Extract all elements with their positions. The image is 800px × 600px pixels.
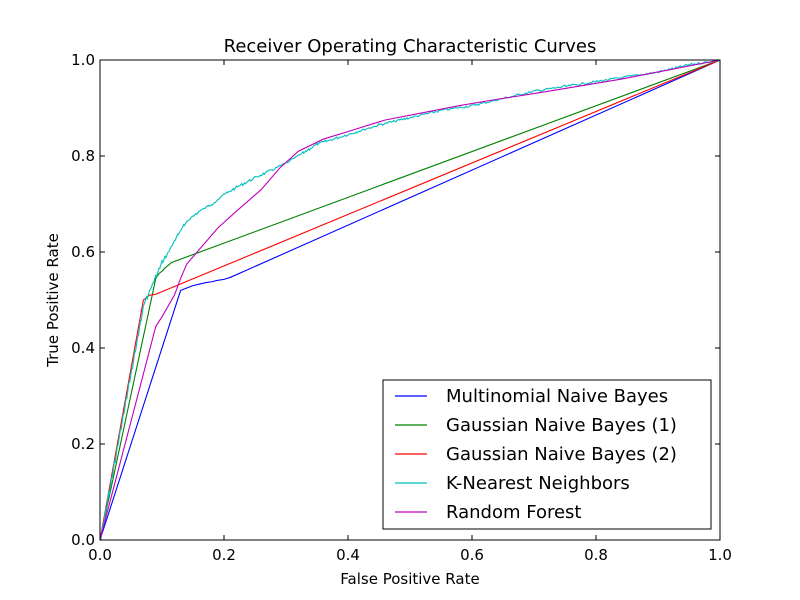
legend-box	[382, 379, 712, 530]
x-tick-label: 1.0	[708, 546, 732, 564]
series-line-2	[99, 59, 721, 541]
series-line-5	[99, 59, 721, 541]
axes-frame	[99, 59, 721, 541]
y-tick-label: 1.0	[71, 51, 95, 69]
x-tick-label: 0.2	[212, 546, 236, 564]
y-tick-label: 0.6	[71, 243, 95, 261]
chart-title: Receiver Operating Characteristic Curves	[224, 36, 597, 57]
legend-label-4: K-Nearest Neighbors	[446, 473, 630, 494]
x-tick-label: 0.8	[584, 546, 608, 564]
legend-label-3: Gaussian Naive Bayes (2)	[446, 444, 677, 465]
x-axis-label: False Positive Rate	[340, 570, 479, 588]
x-tick-label: 0.0	[88, 546, 112, 564]
y-tick-label: 0.4	[71, 339, 95, 357]
y-tick-label: 0.0	[71, 531, 95, 549]
series-line-3	[99, 59, 721, 541]
x-tick-label: 0.4	[336, 546, 360, 564]
legend-label-5: Random Forest	[446, 502, 581, 523]
series-line-4	[99, 58, 721, 541]
legend-label-2: Gaussian Naive Bayes (1)	[446, 415, 677, 436]
y-tick-label: 0.2	[71, 435, 95, 453]
y-tick-label: 0.8	[71, 147, 95, 165]
legend: Multinomial Naive Bayes Gaussian Naive Ba…	[382, 379, 712, 530]
y-axis-label: True Positive Rate	[44, 233, 62, 368]
legend-label-1: Multinomial Naive Bayes	[446, 386, 668, 407]
series-line-1	[99, 59, 721, 541]
axes-layer: 0.0 0.2 0.4 0.6 0.8 1.0 0.0 0.2 0.4 0.6 0.8 1.0	[71, 51, 732, 564]
series-layer	[99, 58, 721, 541]
x-tick-label: 0.6	[460, 546, 484, 564]
